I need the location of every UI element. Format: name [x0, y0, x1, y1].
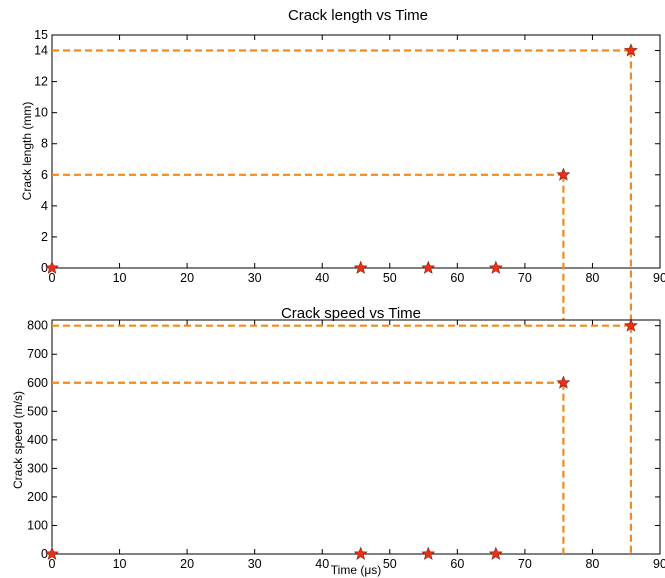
y-axis-label: Crack length (mm) — [20, 102, 34, 201]
y-tick-label: 12 — [34, 75, 48, 89]
plot-frame — [51, 319, 661, 555]
data-point-star — [421, 260, 436, 274]
x-tick-label: 30 — [248, 271, 262, 285]
x-tick-label: 20 — [180, 271, 194, 285]
chart-crack-length: Crack length vs Time Crack length (mm) 0… — [20, 7, 665, 554]
x-tick-label: 0 — [49, 557, 56, 571]
x-tick-label: 60 — [450, 557, 464, 571]
chart-title: Crack speed vs Time — [281, 305, 421, 322]
x-axis-label: Time (μs) — [331, 563, 381, 577]
x-tick-label: 70 — [518, 557, 532, 571]
y-tick-label: 0 — [41, 261, 48, 275]
x-tick-label: 40 — [315, 271, 329, 285]
y-tick-label: 400 — [27, 433, 48, 447]
y-tick-label: 800 — [27, 319, 48, 333]
x-tick-label: 10 — [113, 557, 127, 571]
data-point-star — [353, 546, 368, 560]
x-tick-label: 0 — [49, 271, 56, 285]
chart-title: Crack length vs Time — [288, 7, 428, 24]
chart-crack-speed: Crack speed vs Time Crack speed (m/s) Ti… — [11, 305, 665, 577]
y-tick-label: 500 — [27, 404, 48, 418]
y-tick-label: 200 — [27, 490, 48, 504]
x-tick-label: 10 — [113, 271, 127, 285]
y-tick-label: 300 — [27, 461, 48, 475]
x-tick-label: 70 — [518, 271, 532, 285]
y-tick-label: 15 — [34, 28, 48, 42]
y-ticks: 0 2 4 6 8 10 12 14 15 — [34, 28, 660, 275]
y-tick-label: 100 — [27, 518, 48, 532]
y-ticks: 0 100 200 300 400 500 600 700 800 — [27, 319, 660, 561]
y-tick-label: 6 — [41, 168, 48, 182]
y-tick-label: 4 — [41, 199, 48, 213]
data-point-star — [353, 260, 368, 274]
x-tick-label: 80 — [585, 271, 599, 285]
data-point-star — [45, 260, 59, 274]
x-tick-label: 40 — [315, 557, 329, 571]
y-tick-label: 0 — [41, 547, 48, 561]
x-tick-label: 20 — [180, 557, 194, 571]
x-ticks: 0 10 20 30 40 50 60 70 80 90 — [49, 320, 665, 571]
data-markers — [45, 43, 638, 274]
x-tick-label: 90 — [653, 271, 665, 285]
x-tick-label: 50 — [383, 557, 397, 571]
data-point-star — [488, 546, 503, 560]
data-point-star — [488, 260, 503, 274]
y-tick-label: 8 — [41, 137, 48, 151]
y-tick-label: 700 — [27, 347, 48, 361]
y-tick-label: 10 — [34, 106, 48, 120]
x-tick-label: 90 — [653, 557, 665, 571]
y-axis-label: Crack speed (m/s) — [11, 391, 25, 489]
y-tick-label: 14 — [34, 44, 48, 58]
plot-frame — [51, 34, 661, 269]
data-point-star — [556, 167, 571, 181]
x-tick-label: 60 — [450, 271, 464, 285]
data-markers — [45, 318, 638, 560]
x-tick-label: 30 — [248, 557, 262, 571]
guide-lines — [52, 324, 633, 554]
y-tick-label: 2 — [41, 230, 48, 244]
data-point-star — [556, 375, 571, 389]
x-ticks: 0 10 20 30 40 50 60 70 80 90 — [49, 35, 665, 285]
data-point-star — [623, 43, 638, 57]
data-point-star — [623, 318, 638, 332]
data-point-star — [45, 546, 59, 560]
data-point-star — [421, 546, 436, 560]
x-tick-label: 50 — [383, 271, 397, 285]
y-tick-label: 600 — [27, 376, 48, 390]
x-tick-label: 80 — [585, 557, 599, 571]
